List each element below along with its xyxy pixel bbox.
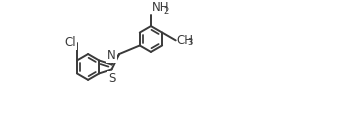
Text: S: S [108, 72, 115, 85]
Text: CH: CH [176, 34, 194, 47]
Text: Cl: Cl [64, 36, 76, 49]
Text: 3: 3 [188, 38, 193, 47]
Text: N: N [107, 49, 116, 62]
Text: 2: 2 [163, 7, 169, 16]
Text: NH: NH [152, 1, 169, 14]
